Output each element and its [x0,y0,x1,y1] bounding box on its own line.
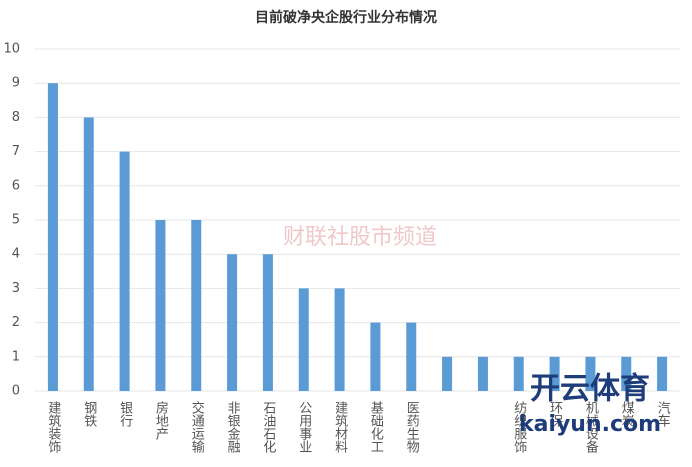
x-tick-label: 基础化工 [368,401,384,453]
bar [83,117,94,392]
watermark: kaiyun.com [519,412,661,437]
x-tick-label: 房地产 [153,400,169,441]
x-tick-label: 建筑材料 [332,401,348,453]
x-tick-label: 环保 [547,401,563,427]
bar [513,356,524,391]
bar [262,254,273,391]
bar [549,356,560,391]
x-tick-label: 公用事业 [296,401,312,453]
chart-title: 目前破净央企股行业分布情况 [255,9,437,26]
x-tick-label: 建筑装饰 [45,401,61,453]
x-tick-label: 汽车 [655,401,671,427]
x-tick-label: 机械设备 [583,401,599,454]
x-tick-label: 纺织服饰 [511,401,527,453]
bar [334,288,345,391]
bar [47,83,58,391]
bar [119,151,130,391]
bar [585,356,596,391]
y-tick-label: 1 [12,349,20,364]
x-tick-label: 钢铁 [81,401,97,427]
y-tick-label: 9 [12,76,20,91]
x-tick-label: 医药生物 [404,401,420,454]
x-tick-label: 石油石化 [260,401,276,454]
watermark: 开云体育 [530,372,650,407]
y-tick-label: 10 [3,42,20,57]
y-tick-label: 7 [12,144,20,159]
bar [298,288,309,391]
bar [155,220,166,391]
bar [406,322,417,391]
x-tick-label: 银行 [117,401,133,428]
bar [227,254,238,391]
watermark: 财联社股市频道 [283,225,437,250]
bar [657,356,668,391]
x-tick-label: 非银金融 [225,401,241,453]
y-tick-label: 0 [12,384,20,399]
bar [370,322,381,391]
y-tick-label: 3 [12,281,20,296]
bar [621,356,632,391]
bar [477,356,488,391]
y-tick-label: 8 [12,110,20,125]
y-tick-label: 4 [12,247,20,262]
y-tick-label: 5 [12,213,20,228]
bar [442,356,453,391]
x-tick-label: 交通运输 [189,400,205,453]
x-tick-label: 煤炭 [619,401,635,428]
bar [191,220,202,391]
y-tick-label: 6 [12,178,20,193]
y-tick-label: 2 [12,315,20,330]
